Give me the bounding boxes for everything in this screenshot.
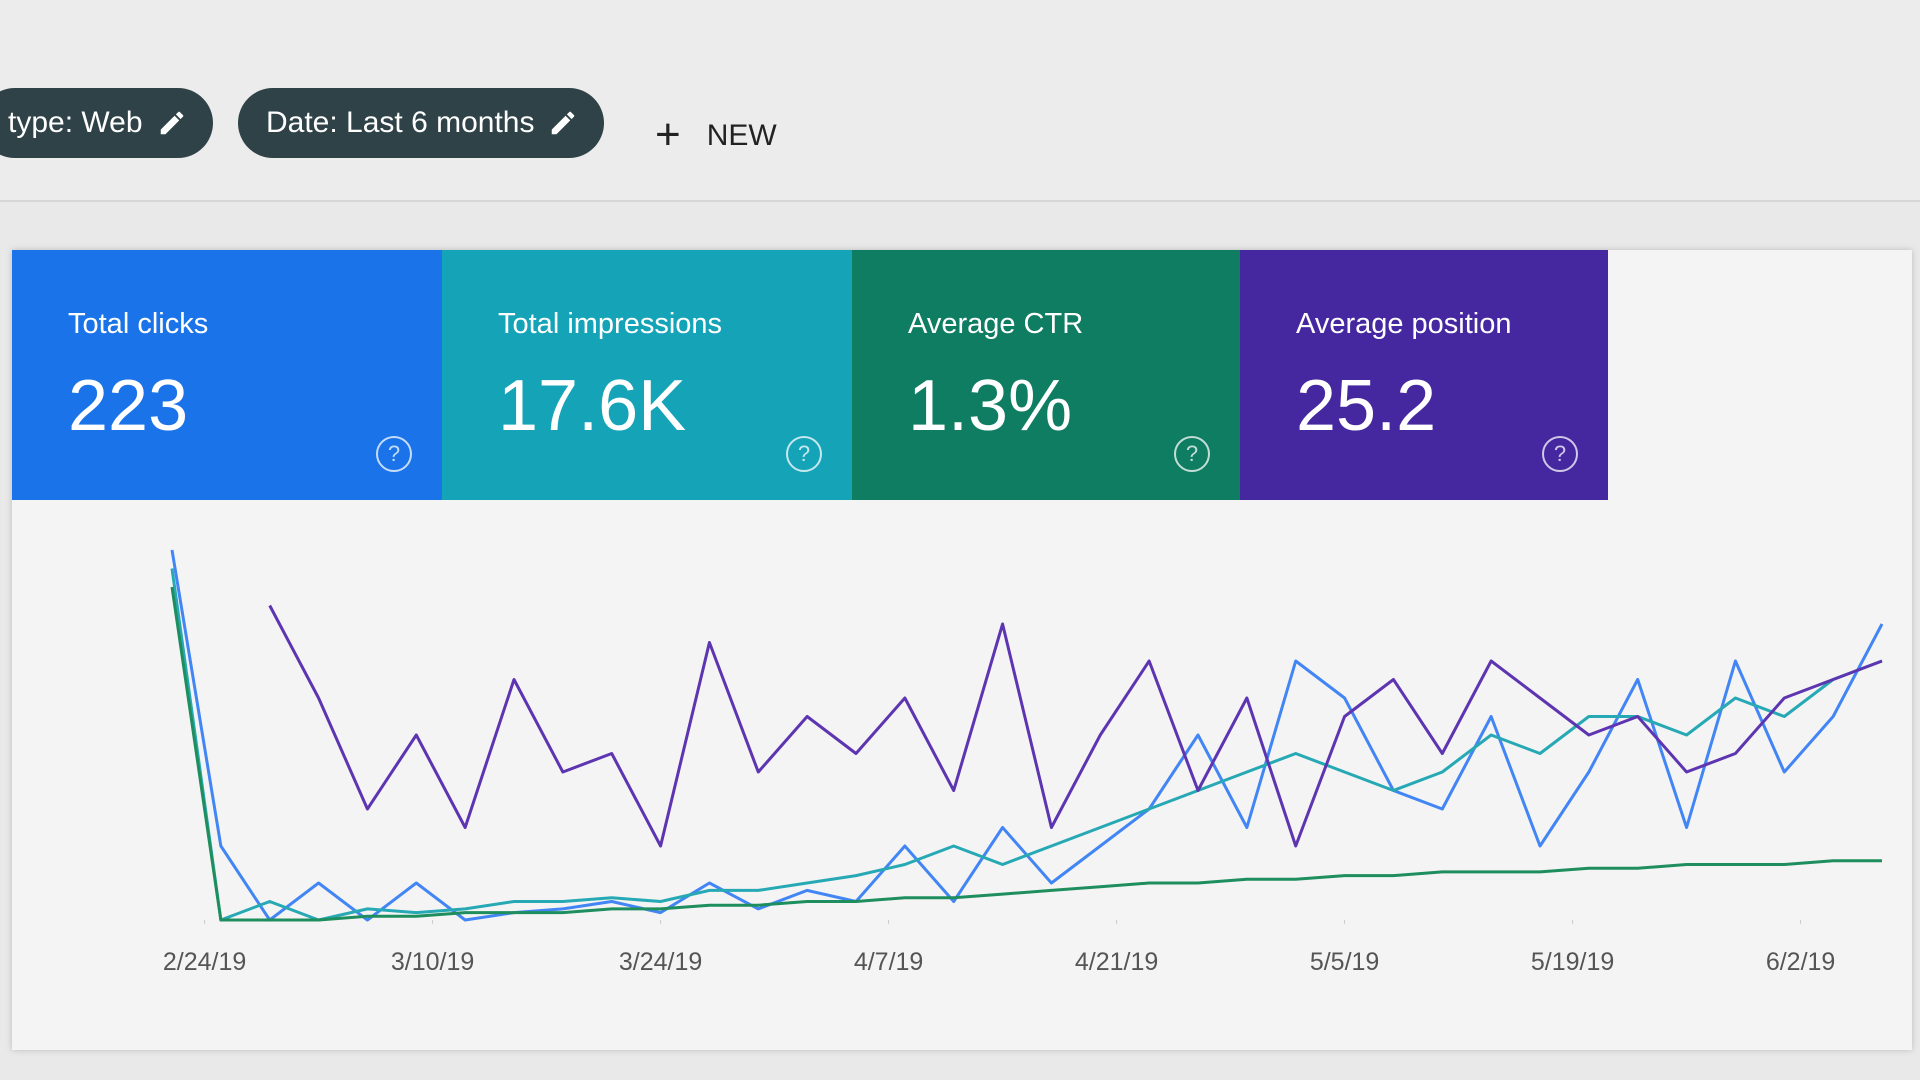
filter-bar: type: Web Date: Last 6 months + NEW [0,0,1920,202]
x-tick-label: 4/7/19 [854,948,924,976]
x-tick-label: 3/10/19 [391,948,474,976]
help-icon[interactable]: ? [1174,436,1210,472]
chip-label: Date: Last 6 months [266,106,535,139]
new-label: NEW [706,119,777,152]
card-title: Total clicks [68,308,209,340]
metric-card[interactable]: Average position 25.2? [1240,250,1608,500]
metric-card[interactable]: Average CTR 1.3%? [852,250,1240,500]
edit-icon [160,111,183,135]
metric-card[interactable]: Total impressions 17.6K? [442,250,852,500]
card-title: Total impressions [498,308,723,340]
series-line [170,586,1882,922]
card-value: 17.6K [498,366,687,446]
help-icon[interactable]: ? [786,436,822,472]
x-tick-label: 2/24/19 [163,948,246,976]
x-tick-label: 5/5/19 [1310,948,1380,976]
metric-card[interactable]: Total clicks 223? [12,250,442,500]
filter-chip[interactable]: type: Web [0,88,213,158]
edit-icon [552,111,575,135]
series-line [170,549,1884,922]
card-value: 223 [68,366,189,446]
x-tick-label: 3/24/19 [619,948,702,976]
card-title: Average position [1296,308,1512,340]
filter-chip[interactable]: Date: Last 6 months [238,88,605,158]
help-icon[interactable]: ? [376,436,412,472]
plus-icon: + [655,110,681,159]
new-button[interactable]: + NEW [655,110,777,160]
x-tick-label: 4/21/19 [1075,948,1158,976]
chart: 2/24/19 3/10/19 3/24/19 4/7/19 4/21/19 5/5/19… [163,549,1884,976]
x-tick-label: 5/19/19 [1531,948,1614,976]
chip-label: type: Web [8,106,143,139]
performance-panel: Total clicks 223? Total impressions 17.6K? A… [12,250,1912,1050]
card-value: 25.2 [1296,366,1437,446]
help-icon[interactable]: ? [1542,436,1578,472]
series-line [268,604,1883,848]
card-title: Average CTR [908,308,1084,340]
x-tick-label: 6/2/19 [1766,948,1836,976]
series-line [170,568,1883,922]
card-value: 1.3% [908,366,1073,446]
